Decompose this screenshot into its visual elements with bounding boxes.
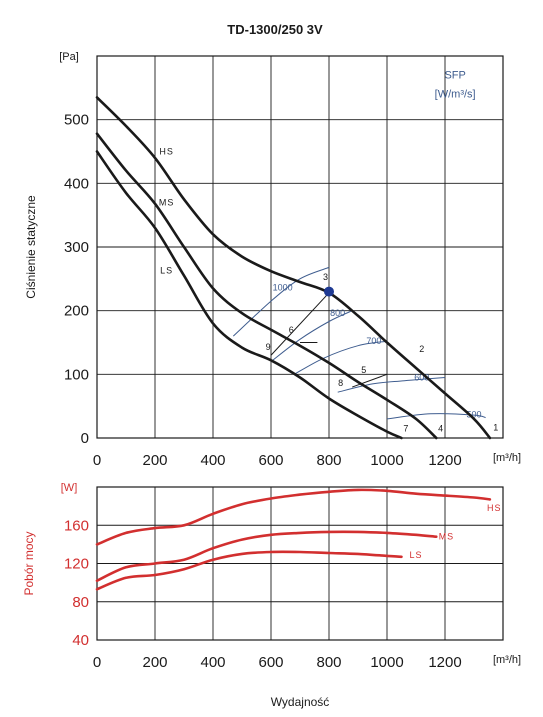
series-line-ms — [95, 132, 438, 440]
sfp-title: SFP — [444, 69, 465, 81]
y-axis-unit: [Pa] — [59, 51, 79, 63]
x-tick-label: 600 — [258, 452, 283, 469]
point-connector-line — [270, 292, 330, 356]
y-tick-label: 80 — [72, 594, 89, 611]
point-label: 9 — [266, 342, 271, 352]
sfp-label: 800 — [330, 308, 345, 318]
series-line-ms — [95, 530, 438, 582]
sfp-line — [232, 266, 330, 337]
x-tick-label: 800 — [316, 452, 341, 469]
series-label-hs: HS — [487, 503, 502, 513]
point-label: 6 — [289, 325, 294, 335]
sfp-line — [386, 413, 486, 420]
x-tick-label: 1200 — [428, 654, 461, 671]
x-tick-label: 400 — [200, 452, 225, 469]
sfp-line — [270, 310, 353, 362]
x-tick-label: 400 — [200, 654, 225, 671]
series-label-ms: MS — [439, 532, 455, 542]
series-line-ls — [95, 150, 403, 440]
x-tick-label: 200 — [142, 452, 167, 469]
x-tick-label: 1200 — [428, 452, 461, 469]
point-label: 8 — [338, 378, 343, 388]
y-axis-title: Pobór mocy — [22, 531, 36, 595]
y-axis-title: Ciśnienie statyczne — [24, 195, 38, 299]
point-label: 4 — [438, 424, 443, 434]
point-label: 5 — [361, 365, 366, 375]
x-axis-unit: [m³/h] — [493, 452, 521, 464]
pressure-chart: 0 200 400 600 800 1000 1200 [m³/h] 0 100 200 300 400… — [24, 51, 521, 469]
sfp-line — [293, 340, 388, 375]
chart-title: TD-1300/250 3V — [227, 22, 323, 37]
x-axis-title: Wydajność — [271, 695, 330, 709]
x-tick-label: 0 — [93, 452, 101, 469]
series-label-hs: HS — [159, 147, 174, 157]
y-tick-label: 100 — [64, 366, 89, 383]
series-label-ls: LS — [409, 550, 422, 560]
point-label: 2 — [419, 344, 424, 354]
x-axis-unit: [m³/h] — [493, 654, 521, 666]
sfp-unit: [W/m³/s] — [435, 88, 476, 100]
y-tick-label: 160 — [64, 517, 89, 534]
y-tick-label: 120 — [64, 556, 89, 573]
y-axis-unit: [W] — [61, 482, 78, 494]
point-label: 7 — [403, 424, 408, 434]
x-tick-label: 0 — [93, 654, 101, 671]
series-label-ls: LS — [160, 266, 173, 276]
operating-point — [324, 286, 334, 297]
x-tick-label: 1000 — [370, 654, 403, 671]
series-line-hs — [95, 488, 492, 546]
sfp-label: 500 — [466, 410, 481, 420]
y-tick-label: 300 — [64, 239, 89, 256]
sfp-label: 1000 — [273, 282, 293, 292]
point-connector-line — [352, 373, 388, 388]
x-tick-label: 800 — [316, 654, 341, 671]
y-tick-label: 40 — [72, 632, 89, 649]
y-tick-label: 500 — [64, 112, 89, 129]
sfp-label: 700 — [366, 336, 381, 346]
y-tick-label: 400 — [64, 175, 89, 192]
point-label: 3 — [323, 272, 328, 282]
x-tick-label: 200 — [142, 654, 167, 671]
sfp-label: 600 — [414, 373, 429, 383]
point-label: 1 — [493, 422, 498, 432]
x-tick-label: 1000 — [370, 452, 403, 469]
series-label-ms: MS — [159, 198, 175, 208]
y-tick-label: 0 — [81, 430, 89, 447]
y-tick-label: 200 — [64, 303, 89, 320]
x-tick-label: 600 — [258, 654, 283, 671]
power-chart: 0 200 400 600 800 1000 1200 [m³/h] 40 80 120 160 [W]… — [22, 482, 521, 671]
series-line-hs — [95, 96, 492, 440]
series-line-ls — [95, 550, 403, 591]
